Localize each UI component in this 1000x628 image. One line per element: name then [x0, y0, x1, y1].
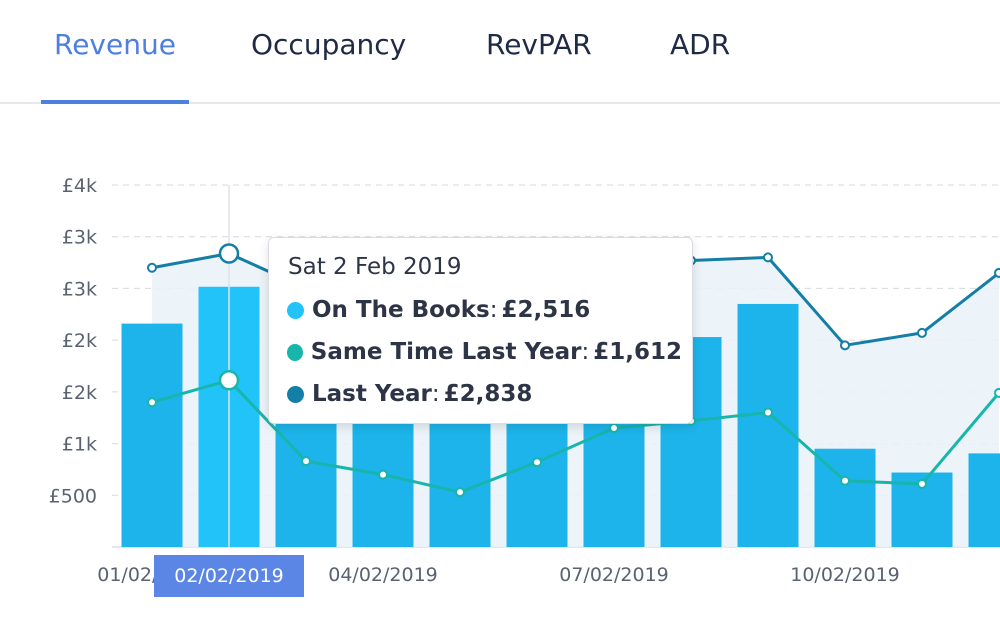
- same-time-last-year-point: [840, 475, 850, 486]
- tooltip-series-name: On The Books: [312, 297, 490, 323]
- last-year-point: [917, 327, 927, 338]
- same-time-last-year-point: [455, 487, 465, 498]
- same-time-last-year-point: [763, 407, 773, 418]
- tooltip-date: Sat 2 Feb 2019: [288, 254, 462, 280]
- same-time-last-year-point: [609, 423, 619, 434]
- active-tab-indicator: [41, 100, 189, 104]
- y-tick-label: £3k: [62, 227, 97, 249]
- x-tick-label: 04/02/2019: [328, 564, 438, 586]
- tab-revpar[interactable]: RevPAR: [486, 28, 592, 61]
- tab-revenue[interactable]: Revenue: [54, 28, 176, 61]
- tooltip-series-value: £2,838: [443, 381, 533, 407]
- tooltip-series-value: £2,516: [501, 297, 591, 323]
- tooltip-series-name: Last Year: [312, 381, 432, 407]
- tab-occupancy[interactable]: Occupancy: [251, 28, 407, 61]
- same-time-last-year-point: [994, 387, 1000, 398]
- same-time-last-year-dot-icon: [287, 343, 303, 361]
- last-year-point: [147, 262, 157, 273]
- last-year-point: [840, 340, 850, 351]
- x-tick-label: 10/02/2019: [790, 564, 900, 586]
- tooltip-row-last-year: Last Year: £2,838: [279, 373, 682, 415]
- same-time-last-year-point-highlight: [218, 370, 240, 391]
- tab-bar: Revenue Occupancy RevPAR ADR: [0, 0, 1000, 104]
- y-tick-label: £3k: [62, 278, 97, 300]
- same-time-last-year-point: [917, 478, 927, 489]
- last-year-point-highlight: [218, 243, 240, 264]
- last-year-point: [994, 267, 1000, 278]
- x-tick-label: 07/02/2019: [559, 564, 669, 586]
- same-time-last-year-point: [147, 397, 157, 408]
- bar: [737, 303, 799, 547]
- last-year-point: [763, 252, 773, 263]
- chart-tooltip: Sat 2 Feb 2019 On The Books: £2,516 Same…: [268, 237, 693, 424]
- y-tick-label: £500: [49, 485, 97, 507]
- last-year-dot-icon: [287, 385, 304, 403]
- bar: [121, 323, 183, 547]
- y-tick-label: £2k: [62, 382, 97, 404]
- bar: [814, 448, 876, 547]
- tab-adr[interactable]: ADR: [670, 28, 731, 61]
- y-tick-label: £2k: [62, 330, 97, 352]
- tooltip-row-same-time-last-year: Same Time Last Year: £1,612: [279, 331, 682, 373]
- tooltip-series-value: £1,612: [593, 339, 682, 365]
- y-tick-label: £4k: [62, 175, 97, 197]
- tooltip-row-on-the-books: On The Books: £2,516: [279, 289, 682, 331]
- y-tick-label: £1k: [62, 434, 97, 456]
- same-time-last-year-point: [378, 469, 388, 480]
- same-time-last-year-point: [532, 457, 542, 468]
- on-the-books-dot-icon: [287, 301, 304, 319]
- same-time-last-year-line: [151, 378, 1000, 494]
- bar: [968, 453, 1000, 547]
- highlighted-x-label: 02/02/2019: [154, 555, 304, 597]
- same-time-last-year-point: [301, 456, 311, 467]
- tooltip-series-name: Same Time Last Year: [310, 339, 582, 365]
